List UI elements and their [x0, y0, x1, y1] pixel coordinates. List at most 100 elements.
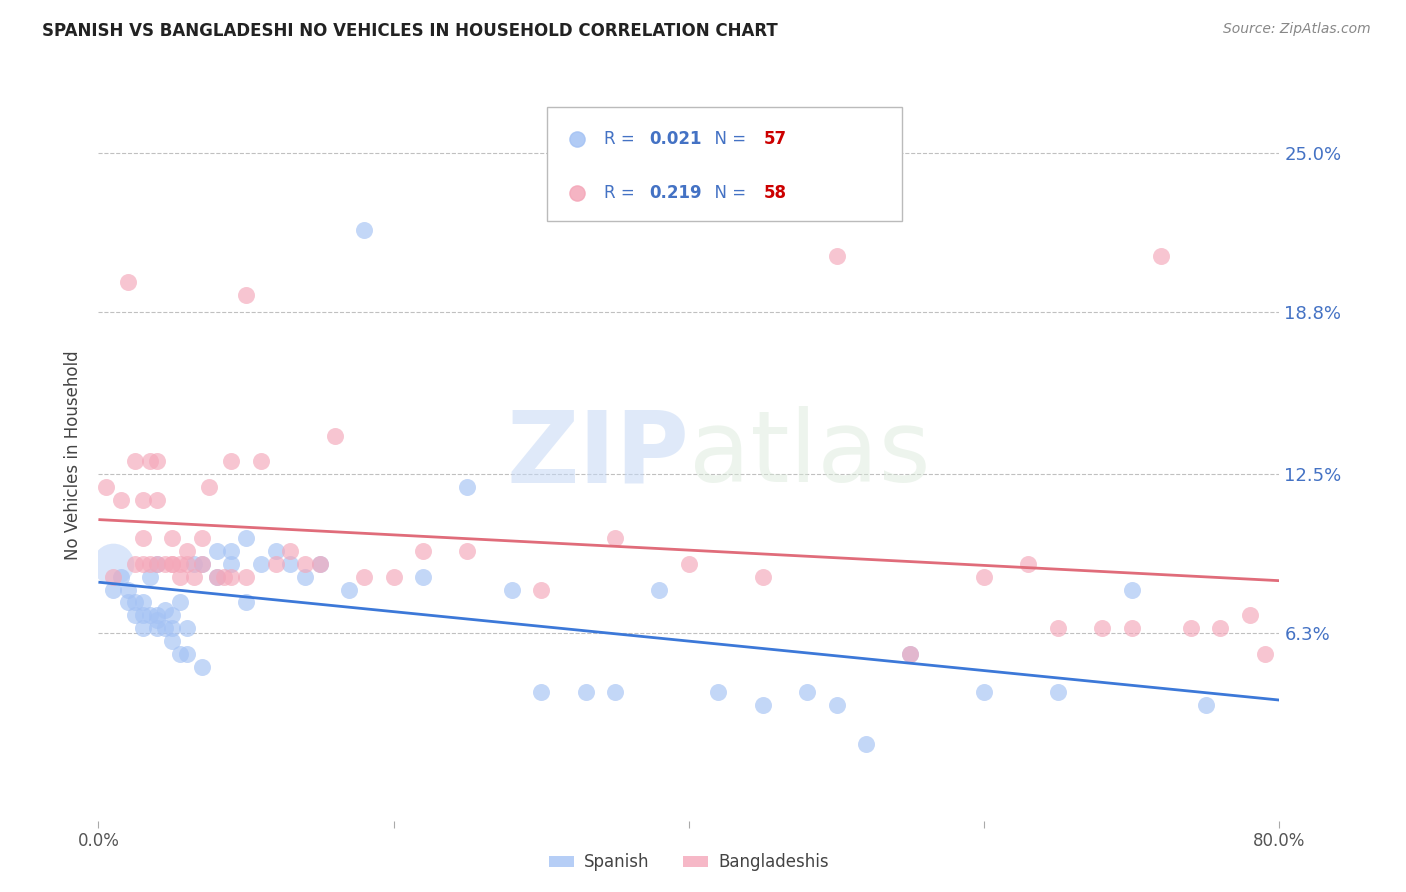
Point: [124, 595, 146, 609]
Point: [1121, 582, 1143, 597]
Legend: Spanish, Bangladeshis: Spanish, Bangladeshis: [543, 847, 835, 878]
Point: [205, 570, 228, 584]
Point: [205, 570, 228, 584]
Point: [264, 557, 287, 571]
Point: [605, 532, 627, 546]
Point: [235, 287, 257, 301]
Text: N =: N =: [704, 130, 752, 148]
Point: [103, 582, 125, 597]
Point: [162, 608, 183, 623]
Point: [176, 647, 198, 661]
Point: [191, 557, 214, 571]
Text: R =: R =: [605, 184, 640, 202]
Point: [162, 557, 183, 571]
Point: [219, 557, 242, 571]
Point: [235, 532, 257, 546]
Point: [169, 557, 191, 571]
Point: [412, 544, 434, 558]
Point: [825, 698, 848, 713]
Point: [153, 557, 176, 571]
Point: [382, 570, 405, 584]
Point: [153, 603, 176, 617]
Point: [973, 685, 995, 699]
Point: [139, 454, 162, 468]
Point: [574, 685, 596, 699]
Point: [678, 557, 700, 571]
Point: [212, 570, 235, 584]
Point: [139, 557, 162, 571]
Point: [117, 582, 139, 597]
Point: [900, 647, 922, 661]
Point: [146, 614, 169, 628]
Point: [530, 582, 553, 597]
Point: [219, 570, 242, 584]
Point: [162, 621, 183, 635]
Text: 0.219: 0.219: [648, 184, 702, 202]
Text: R =: R =: [605, 130, 640, 148]
Point: [219, 544, 242, 558]
Point: [183, 570, 205, 584]
Point: [1046, 621, 1069, 635]
Point: [456, 544, 478, 558]
Point: [176, 621, 198, 635]
Point: [103, 570, 125, 584]
Point: [162, 634, 183, 648]
Point: [198, 480, 221, 494]
Point: [110, 492, 132, 507]
Point: [751, 698, 773, 713]
Point: [278, 557, 302, 571]
Point: [339, 582, 360, 597]
Point: [825, 249, 848, 263]
Point: [176, 557, 198, 571]
Point: [501, 582, 523, 597]
Point: [124, 557, 146, 571]
Point: [412, 570, 434, 584]
Point: [1195, 698, 1218, 713]
Point: [205, 544, 228, 558]
Point: [117, 275, 139, 289]
Point: [146, 557, 169, 571]
Point: [855, 737, 877, 751]
Point: [139, 570, 162, 584]
Point: [132, 621, 155, 635]
Text: ZIP: ZIP: [506, 407, 689, 503]
Point: [323, 428, 346, 442]
Point: [1091, 621, 1114, 635]
Point: [169, 647, 191, 661]
Text: 58: 58: [763, 184, 786, 202]
Point: [191, 532, 214, 546]
Point: [278, 544, 302, 558]
Point: [294, 570, 316, 584]
Point: [707, 685, 730, 699]
Point: [124, 608, 146, 623]
Point: [146, 608, 169, 623]
Point: [219, 454, 242, 468]
Point: [132, 557, 155, 571]
Point: [139, 608, 162, 623]
Point: [294, 557, 316, 571]
Point: [309, 557, 332, 571]
Point: [973, 570, 995, 584]
Point: [169, 570, 191, 584]
Point: [103, 557, 125, 571]
Point: [94, 480, 117, 494]
Point: [183, 557, 205, 571]
Text: 0.021: 0.021: [648, 130, 702, 148]
Text: atlas: atlas: [689, 407, 931, 503]
Point: [146, 492, 169, 507]
Point: [191, 659, 214, 673]
Point: [456, 480, 478, 494]
Point: [530, 685, 553, 699]
Point: [124, 454, 146, 468]
Point: [250, 557, 273, 571]
Point: [751, 570, 773, 584]
Point: [1239, 608, 1261, 623]
Point: [648, 582, 671, 597]
Point: [146, 454, 169, 468]
Point: [132, 595, 155, 609]
Point: [132, 492, 155, 507]
Point: [605, 685, 627, 699]
Point: [264, 544, 287, 558]
Point: [162, 532, 183, 546]
Point: [132, 608, 155, 623]
